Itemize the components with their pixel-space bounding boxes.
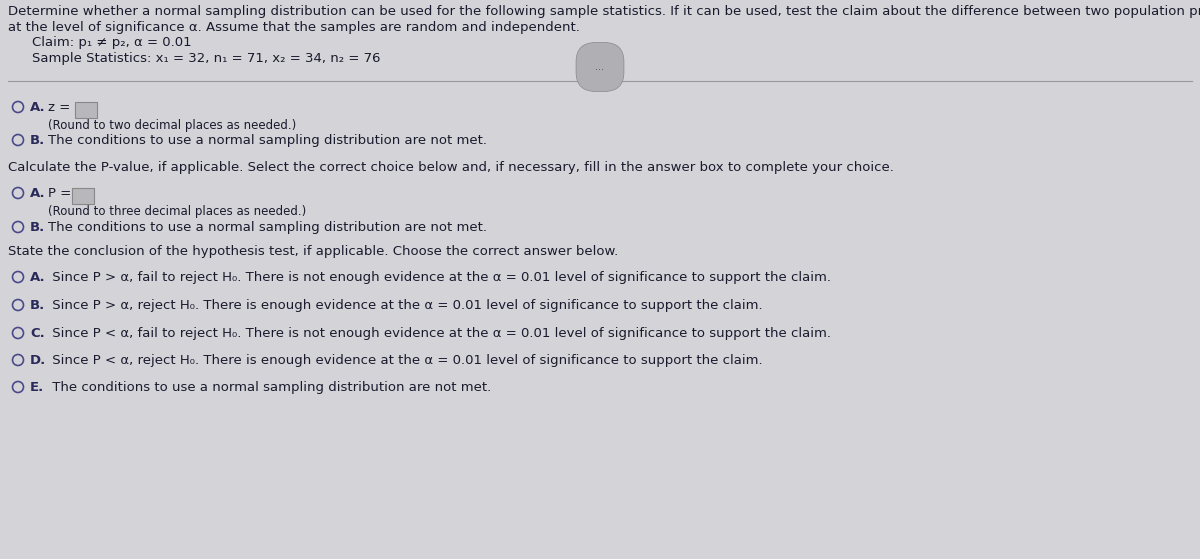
Text: ...: ...	[595, 62, 605, 72]
Text: E.: E.	[30, 381, 44, 394]
Text: (Round to two decimal places as needed.): (Round to two decimal places as needed.)	[48, 119, 296, 132]
Text: D.: D.	[30, 354, 47, 367]
Text: B.: B.	[30, 299, 46, 312]
Text: A.: A.	[30, 101, 46, 114]
Text: Determine whether a normal sampling distribution can be used for the following s: Determine whether a normal sampling dist…	[8, 5, 1200, 18]
Text: The conditions to use a normal sampling distribution are not met.: The conditions to use a normal sampling …	[48, 134, 487, 147]
Text: Claim: p₁ ≠ p₂, α = 0.01: Claim: p₁ ≠ p₂, α = 0.01	[32, 36, 192, 49]
Text: State the conclusion of the hypothesis test, if applicable. Choose the correct a: State the conclusion of the hypothesis t…	[8, 245, 618, 258]
Text: Since P < α, fail to reject H₀. There is not enough evidence at the α = 0.01 lev: Since P < α, fail to reject H₀. There is…	[48, 327, 830, 340]
Text: Since P > α, reject H₀. There is enough evidence at the α = 0.01 level of signif: Since P > α, reject H₀. There is enough …	[48, 299, 763, 312]
FancyBboxPatch shape	[74, 102, 97, 118]
Text: (Round to three decimal places as needed.): (Round to three decimal places as needed…	[48, 205, 306, 218]
Text: Since P < α, reject H₀. There is enough evidence at the α = 0.01 level of signif: Since P < α, reject H₀. There is enough …	[48, 354, 763, 367]
FancyBboxPatch shape	[72, 188, 94, 204]
Text: Calculate the P-value, if applicable. Select the correct choice below and, if ne: Calculate the P-value, if applicable. Se…	[8, 161, 894, 174]
Text: Sample Statistics: x₁ = 32, n₁ = 71, x₂ = 34, n₂ = 76: Sample Statistics: x₁ = 32, n₁ = 71, x₂ …	[32, 52, 380, 65]
Text: z =: z =	[48, 101, 74, 114]
Text: B.: B.	[30, 134, 46, 147]
Text: The conditions to use a normal sampling distribution are not met.: The conditions to use a normal sampling …	[48, 381, 491, 394]
Text: at the level of significance α. Assume that the samples are random and independe: at the level of significance α. Assume t…	[8, 21, 580, 34]
Text: C.: C.	[30, 327, 44, 340]
Text: The conditions to use a normal sampling distribution are not met.: The conditions to use a normal sampling …	[48, 221, 487, 234]
Text: A.: A.	[30, 271, 46, 284]
Text: P =: P =	[48, 187, 76, 200]
Text: Since P > α, fail to reject H₀. There is not enough evidence at the α = 0.01 lev: Since P > α, fail to reject H₀. There is…	[48, 271, 830, 284]
Text: B.: B.	[30, 221, 46, 234]
Text: A.: A.	[30, 187, 46, 200]
